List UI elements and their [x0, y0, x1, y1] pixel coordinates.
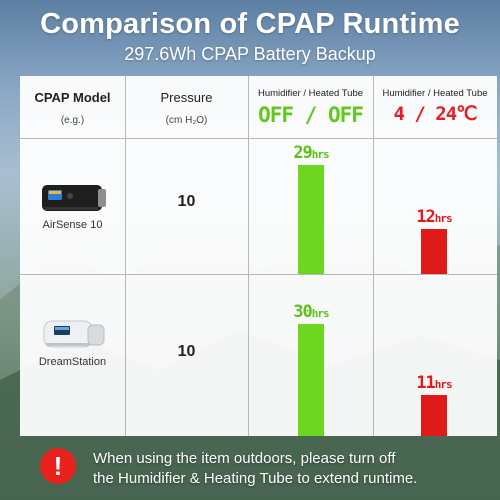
label-airsense-off: 29hrs: [271, 143, 351, 163]
label-dreamstation-off: 30hrs: [271, 302, 351, 322]
label-unit: hrs: [434, 212, 453, 225]
comparison-table: CPAP Model (e.g.) Pressure (cm H₂O) Humi…: [20, 76, 497, 436]
header-on-label: Humidifier / Heated Tube: [382, 88, 488, 99]
bar-airsense-off: [298, 165, 324, 274]
label-value: 30: [293, 301, 313, 322]
header-model: CPAP Model (e.g.): [20, 90, 125, 126]
header-off: Humidifier / Heated Tube OFF / OFF: [248, 88, 373, 127]
row-divider: [20, 274, 497, 275]
note-line-1: When using the item outdoors, please tur…: [93, 450, 396, 467]
outdoor-note: When using the item outdoors, please tur…: [93, 449, 493, 489]
page-subtitle: 297.6Wh CPAP Battery Backup: [124, 44, 376, 64]
header-pressure-label: Pressure: [160, 90, 213, 105]
header-model-label: CPAP Model: [34, 90, 111, 105]
page-title: Comparison of CPAP Runtime: [40, 8, 460, 40]
label-dreamstation-on: 11hrs: [394, 373, 474, 393]
bar-dreamstation-on: [421, 394, 447, 436]
col-divider: [373, 76, 374, 436]
bar-airsense-on: [421, 229, 447, 274]
header-divider: [20, 138, 497, 139]
alert-icon: !: [40, 448, 76, 484]
header-on-state: 4 / 24℃: [393, 103, 478, 125]
header-on: Humidifier / Heated Tube 4 / 24℃: [373, 88, 497, 125]
row2-model: DreamStation: [38, 356, 107, 368]
label-value: 29: [293, 143, 313, 164]
note-line-2: the Humidifier & Heating Tube to extend …: [93, 470, 418, 487]
header-pressure-sub: (cm H₂O): [165, 115, 208, 126]
row1-pressure: 10: [177, 193, 196, 210]
label-airsense-on: 12hrs: [394, 207, 474, 227]
row2-pressure: 10: [177, 343, 196, 360]
label-value: 12: [416, 207, 436, 227]
label-unit: hrs: [311, 148, 330, 162]
bar-dreamstation-off: [298, 323, 324, 436]
row1-model: AirSense 10: [42, 219, 103, 231]
label-value: 11: [416, 372, 436, 393]
col-divider: [125, 76, 126, 436]
col-divider: [248, 76, 249, 436]
airsense-device-image: [42, 185, 106, 211]
label-unit: hrs: [311, 306, 330, 320]
header-off-label: Humidifier / Heated Tube: [257, 88, 364, 99]
header-pressure: Pressure (cm H₂O): [125, 90, 248, 126]
label-unit: hrs: [434, 377, 453, 391]
header-off-state: OFF / OFF: [258, 103, 364, 127]
header-model-sub: (e.g.): [60, 115, 85, 126]
dreamstation-device-image: [43, 320, 105, 348]
